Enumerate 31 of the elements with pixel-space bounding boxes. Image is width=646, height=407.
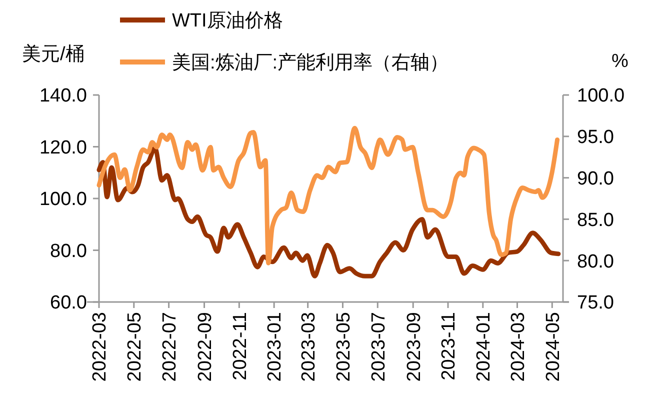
- x-tick-label: 2023-05: [333, 312, 354, 382]
- legend-label: WTI原油价格: [172, 10, 283, 32]
- y-axis-title: 美元/桶: [22, 43, 84, 65]
- x-tick-label: 2024-01: [474, 312, 495, 382]
- y-tick-label: 140.0: [39, 86, 87, 107]
- line-series: [96, 146, 561, 278]
- y2-tick-label: 95.0: [577, 127, 614, 148]
- line-series: [96, 126, 560, 266]
- y2-axis-title: %: [612, 51, 629, 72]
- y2-tick-label: 90.0: [577, 168, 614, 190]
- x-tick-label: 2023-03: [298, 312, 320, 382]
- y2-tick-label: 100.0: [577, 86, 625, 107]
- y2-tick-label: 80.0: [577, 251, 614, 272]
- x-tick-label: 2023-01: [264, 312, 286, 382]
- y-tick-label: 80.0: [50, 240, 87, 262]
- x-tick-label: 2022-09: [194, 312, 216, 382]
- y-tick-label: 100.0: [39, 189, 87, 210]
- y-tick-label: 120.0: [39, 137, 87, 158]
- y-tick-label: 60.0: [50, 292, 87, 314]
- x-tick-label: 2022-07: [159, 312, 180, 382]
- x-tick-label: 2022-11: [230, 312, 251, 380]
- y2-tick-label: 75.0: [577, 292, 614, 314]
- x-tick-label: 2022-05: [124, 312, 146, 382]
- x-tick-label: 2023-07: [368, 312, 390, 382]
- y2-tick-label: 85.0: [577, 210, 614, 231]
- legend-label: 美国:炼油厂:产能利用率（右轴）: [172, 52, 449, 74]
- x-tick-label: 2023-09: [404, 312, 425, 382]
- x-tick-label: 2023-11: [438, 312, 460, 380]
- x-tick-label: 2022-03: [90, 312, 111, 382]
- x-tick-label: 2024-03: [508, 312, 529, 382]
- x-tick-label: 2024-05: [542, 312, 564, 382]
